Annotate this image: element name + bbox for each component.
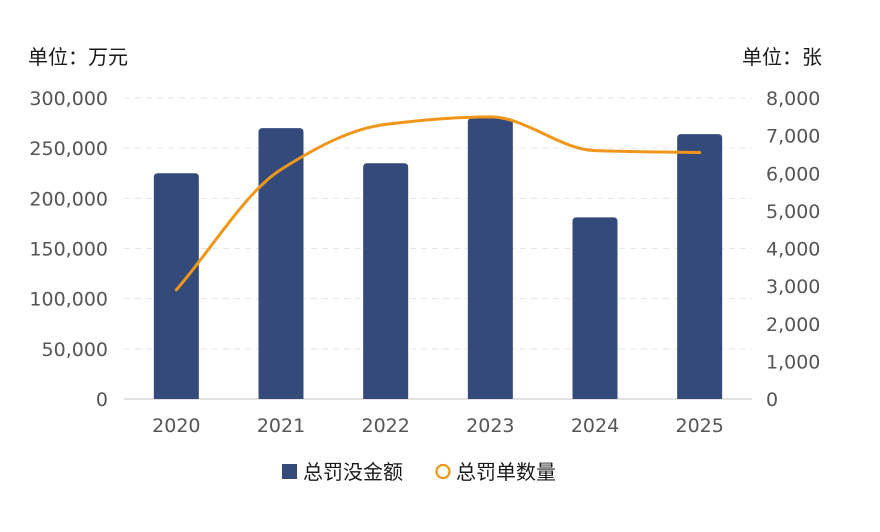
left-axis-unit: 单位：万元 <box>28 45 128 69</box>
left-tick-label: 200,000 <box>29 188 108 210</box>
x-tick-label: 2023 <box>466 415 514 437</box>
right-tick-label: 8,000 <box>766 88 820 110</box>
right-tick-label: 2,000 <box>766 314 820 336</box>
right-tick-label: 7,000 <box>766 126 820 148</box>
x-tick-label: 2020 <box>152 415 200 437</box>
left-tick-label: 0 <box>96 389 108 411</box>
bar-2025 <box>677 134 723 399</box>
right-tick-label: 4,000 <box>766 239 820 261</box>
line-series <box>174 115 702 292</box>
bar-2023 <box>467 118 513 400</box>
right-axis-ticks: 0 1,000 2,000 3,000 4,000 5,000 6,000 7,000 8,00… <box>766 88 820 411</box>
right-tick-label: 6,000 <box>766 163 820 185</box>
legend-bar-label: 总罚没金额 <box>303 460 403 484</box>
legend: 总罚没金额 总罚单数量 <box>282 460 556 484</box>
gridlines <box>124 97 752 400</box>
left-axis-ticks: 0 50,000 100,000 150,000 200,000 250,000 300,0… <box>29 88 108 411</box>
x-tick-label: 2021 <box>257 415 305 437</box>
line-path <box>174 115 702 292</box>
x-axis-ticks: 2020 2021 2022 2023 2024 2025 <box>152 415 724 437</box>
left-tick-label: 150,000 <box>29 239 108 261</box>
left-tick-label: 100,000 <box>29 289 108 311</box>
bar-2024 <box>572 217 618 399</box>
bar-series <box>153 118 723 400</box>
bar-2020 <box>153 173 199 399</box>
left-tick-label: 250,000 <box>29 138 108 160</box>
x-tick-label: 2024 <box>571 415 619 437</box>
legend-line-marker <box>435 463 451 480</box>
bar-2021 <box>258 128 304 399</box>
right-tick-label: 1,000 <box>766 351 820 373</box>
legend-bar-swatch <box>282 464 297 479</box>
right-tick-label: 0 <box>766 389 778 411</box>
right-tick-label: 5,000 <box>766 201 820 223</box>
x-tick-label: 2025 <box>675 415 723 437</box>
right-tick-label: 3,000 <box>766 276 820 298</box>
right-axis-unit: 单位：张 <box>742 45 822 69</box>
left-tick-label: 50,000 <box>42 339 108 361</box>
left-tick-label: 300,000 <box>29 88 108 110</box>
bar-2022 <box>363 163 409 399</box>
x-tick-label: 2022 <box>361 415 409 437</box>
legend-line-label: 总罚单数量 <box>456 460 556 484</box>
